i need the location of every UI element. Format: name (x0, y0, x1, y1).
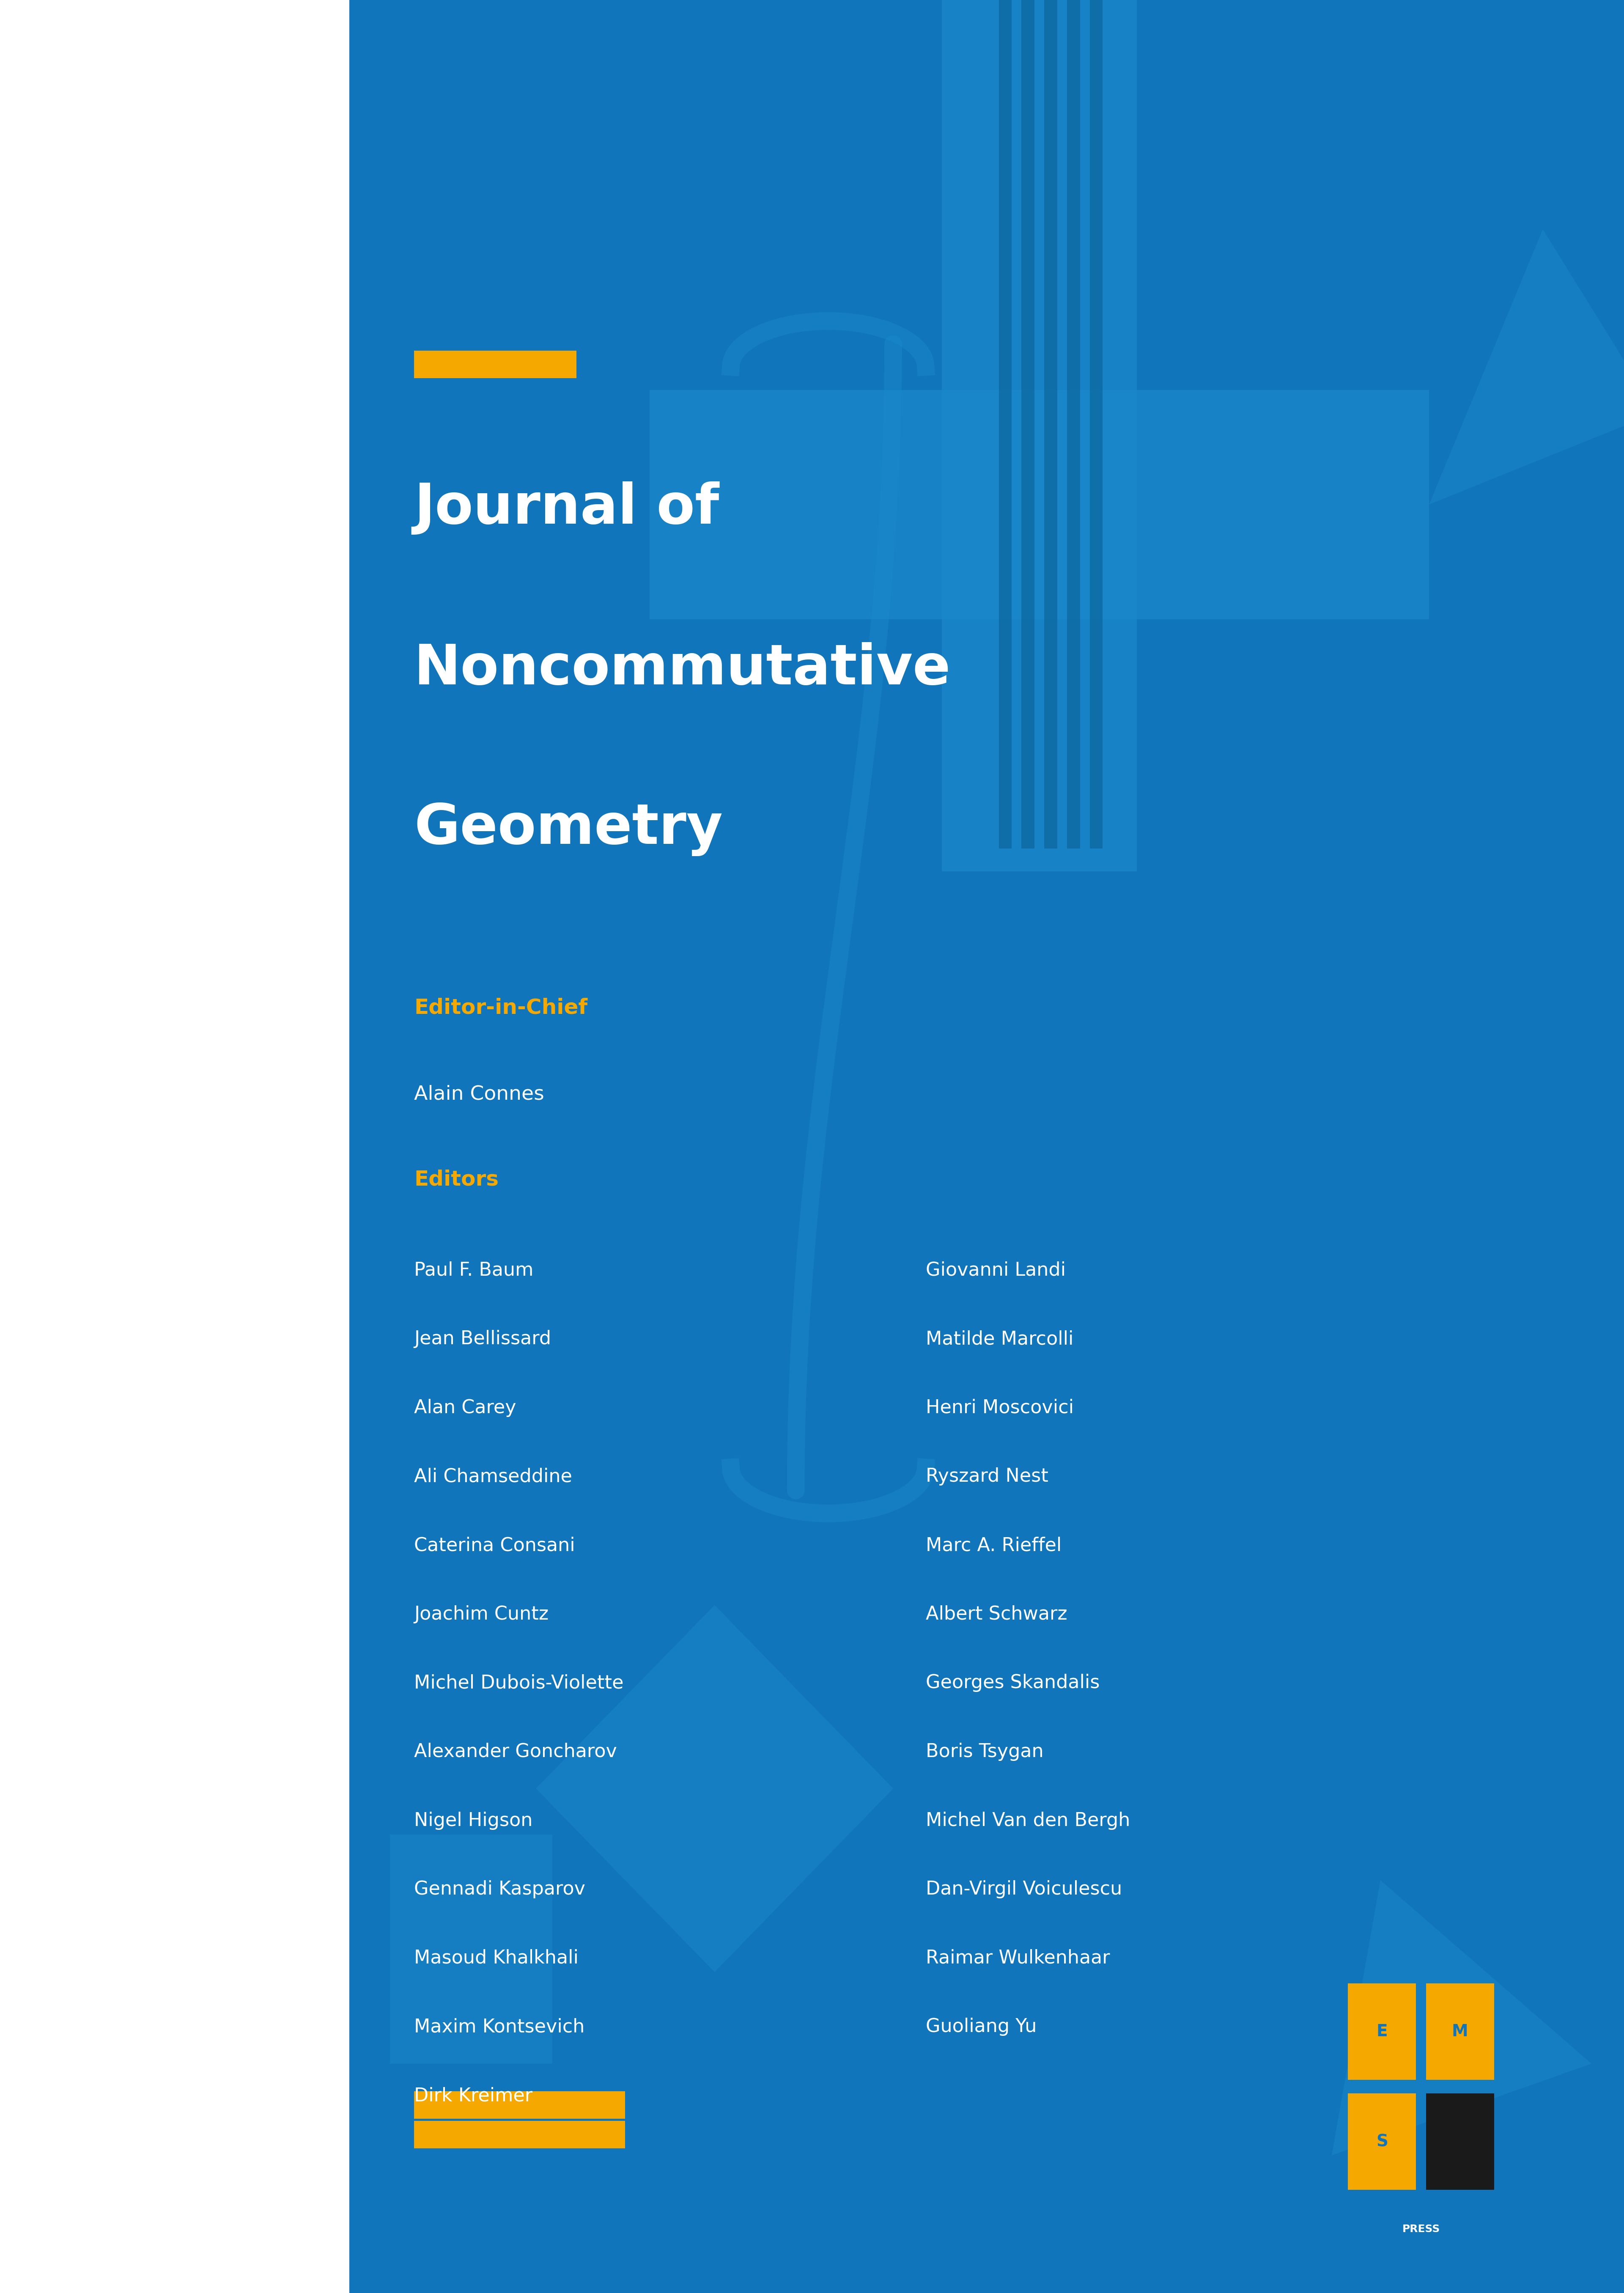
Text: Raimar Wulkenhaar: Raimar Wulkenhaar (926, 1949, 1109, 1967)
Text: Ali Chamseddine: Ali Chamseddine (414, 1468, 572, 1486)
Bar (349, 0, 1624, 2293)
Text: Dirk Kreimer: Dirk Kreimer (414, 2087, 533, 2105)
Text: E: E (1377, 2022, 1387, 2041)
Bar (414, 2091, 625, 2119)
Text: Georges Skandalis: Georges Skandalis (926, 1674, 1099, 1692)
Text: Michel Van den Bergh: Michel Van den Bergh (926, 1811, 1130, 1830)
Bar (1021, 0, 1034, 848)
Text: Maxim Kontsevich: Maxim Kontsevich (414, 2018, 585, 2036)
Text: Jean Bellissard: Jean Bellissard (414, 1330, 551, 1348)
Text: Nigel Higson: Nigel Higson (414, 1811, 533, 1830)
Text: Geometry: Geometry (414, 803, 723, 855)
Text: Giovanni Landi: Giovanni Landi (926, 1261, 1065, 1279)
Bar (942, 0, 1137, 871)
Bar (1426, 2094, 1494, 2190)
Text: Guoliang Yu: Guoliang Yu (926, 2018, 1036, 2036)
Text: Caterina Consani: Caterina Consani (414, 1536, 575, 1555)
Text: Albert Schwarz: Albert Schwarz (926, 1605, 1067, 1623)
Text: Dan-Virgil Voiculescu: Dan-Virgil Voiculescu (926, 1880, 1122, 1899)
Text: Journal of: Journal of (414, 482, 719, 534)
Polygon shape (1429, 229, 1624, 504)
Text: Alan Carey: Alan Carey (414, 1399, 516, 1417)
Text: Matilde Marcolli: Matilde Marcolli (926, 1330, 1073, 1348)
Polygon shape (536, 1605, 893, 1972)
Text: Michel Dubois-Violette: Michel Dubois-Violette (414, 1674, 624, 1692)
Text: M: M (1452, 2022, 1468, 2041)
Text: Boris Tsygan: Boris Tsygan (926, 1743, 1044, 1761)
Text: Alexander Goncharov: Alexander Goncharov (414, 1743, 617, 1761)
Bar (1426, 1983, 1494, 2080)
Text: Gennadi Kasparov: Gennadi Kasparov (414, 1880, 585, 1899)
Text: PRESS: PRESS (1402, 2224, 1440, 2233)
Bar (1044, 0, 1057, 848)
Bar (390, 1834, 552, 2064)
Text: Alain Connes: Alain Connes (414, 1085, 544, 1103)
Text: Paul F. Baum: Paul F. Baum (414, 1261, 534, 1279)
Text: Noncommutative: Noncommutative (414, 642, 952, 695)
Polygon shape (1332, 1880, 1592, 2155)
Bar (1067, 0, 1080, 848)
Bar (1090, 0, 1103, 848)
Bar (650, 390, 1429, 619)
Bar (414, 2121, 625, 2149)
Text: Masoud Khalkhali: Masoud Khalkhali (414, 1949, 578, 1967)
Text: Editor-in-Chief: Editor-in-Chief (414, 997, 588, 1018)
Text: Joachim Cuntz: Joachim Cuntz (414, 1605, 549, 1623)
Bar (1348, 2094, 1416, 2190)
Text: Henri Moscovici: Henri Moscovici (926, 1399, 1073, 1417)
Text: Editors: Editors (414, 1169, 499, 1190)
Text: Marc A. Rieffel: Marc A. Rieffel (926, 1536, 1062, 1555)
Text: Ryszard Nest: Ryszard Nest (926, 1468, 1047, 1486)
Text: S: S (1376, 2132, 1389, 2151)
Bar (1348, 1983, 1416, 2080)
Bar (999, 0, 1012, 848)
Bar (414, 351, 577, 378)
